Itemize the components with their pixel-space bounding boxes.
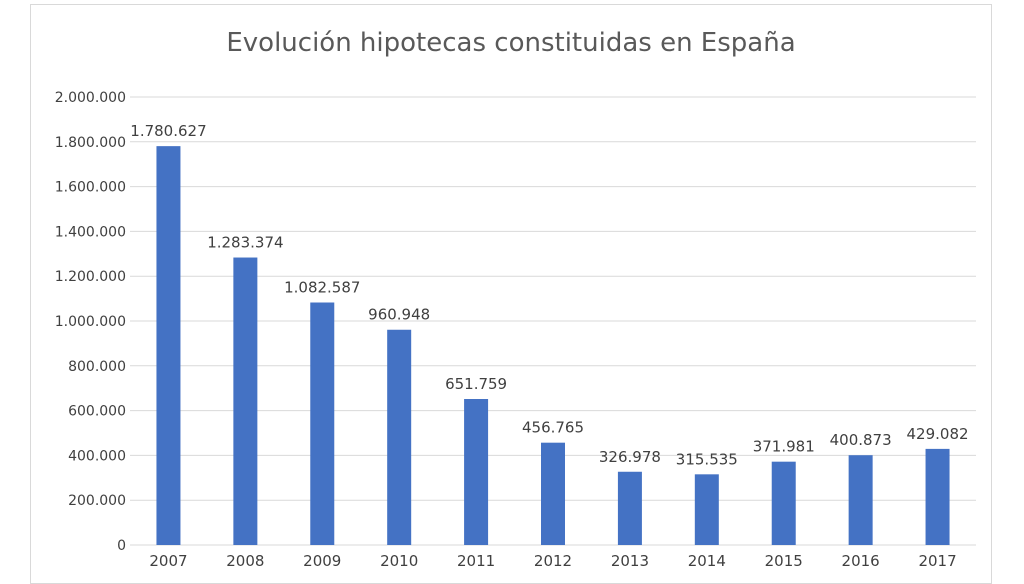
x-tick-label: 2016 — [842, 552, 880, 570]
y-tick-label: 1.000.000 — [55, 314, 126, 330]
bar — [387, 329, 412, 545]
bar — [848, 455, 873, 545]
data-label: 429.082 — [907, 425, 969, 443]
y-tick-label: 600.000 — [68, 404, 126, 420]
x-tick-label: 2008 — [226, 552, 264, 570]
y-tick-label: 400.000 — [68, 448, 126, 464]
data-label: 1.283.374 — [207, 234, 283, 252]
y-tick-label: 0 — [117, 538, 126, 554]
chart-frame — [30, 4, 992, 584]
data-label: 960.948 — [368, 306, 430, 324]
bar — [925, 448, 950, 545]
y-tick-label: 1.800.000 — [55, 135, 126, 151]
data-label: 371.981 — [753, 438, 815, 456]
data-label: 400.873 — [830, 431, 892, 449]
x-tick-label: 2012 — [534, 552, 572, 570]
bar — [771, 461, 796, 545]
x-tick-label: 2014 — [688, 552, 726, 570]
y-tick-label: 2.000.000 — [55, 90, 126, 106]
x-tick-label: 2015 — [765, 552, 803, 570]
bar — [541, 442, 565, 545]
y-tick-label: 200.000 — [68, 493, 126, 509]
data-label: 456.765 — [522, 419, 584, 437]
data-label: 326.978 — [599, 448, 661, 466]
bar — [694, 474, 719, 545]
x-tick-label: 2011 — [457, 552, 495, 570]
chart-title: Evolución hipotecas constituidas en Espa… — [226, 28, 796, 58]
data-label: 1.780.627 — [130, 122, 206, 140]
y-tick-label: 800.000 — [68, 359, 126, 375]
bar — [310, 302, 335, 545]
y-tick-label: 1.600.000 — [55, 180, 126, 196]
data-label: 1.082.587 — [284, 279, 360, 297]
x-tick-label: 2009 — [303, 552, 341, 570]
x-tick-label: 2007 — [149, 552, 187, 570]
bar — [464, 399, 489, 545]
bar — [233, 257, 258, 545]
x-tick-label: 2013 — [611, 552, 649, 570]
bar — [617, 471, 642, 545]
x-tick-label: 2017 — [918, 552, 956, 570]
data-label: 315.535 — [676, 450, 738, 468]
y-tick-label: 1.200.000 — [55, 269, 126, 285]
data-label: 651.759 — [445, 375, 507, 393]
y-tick-label: 1.400.000 — [55, 224, 126, 240]
bar — [156, 146, 181, 545]
x-tick-label: 2010 — [380, 552, 418, 570]
